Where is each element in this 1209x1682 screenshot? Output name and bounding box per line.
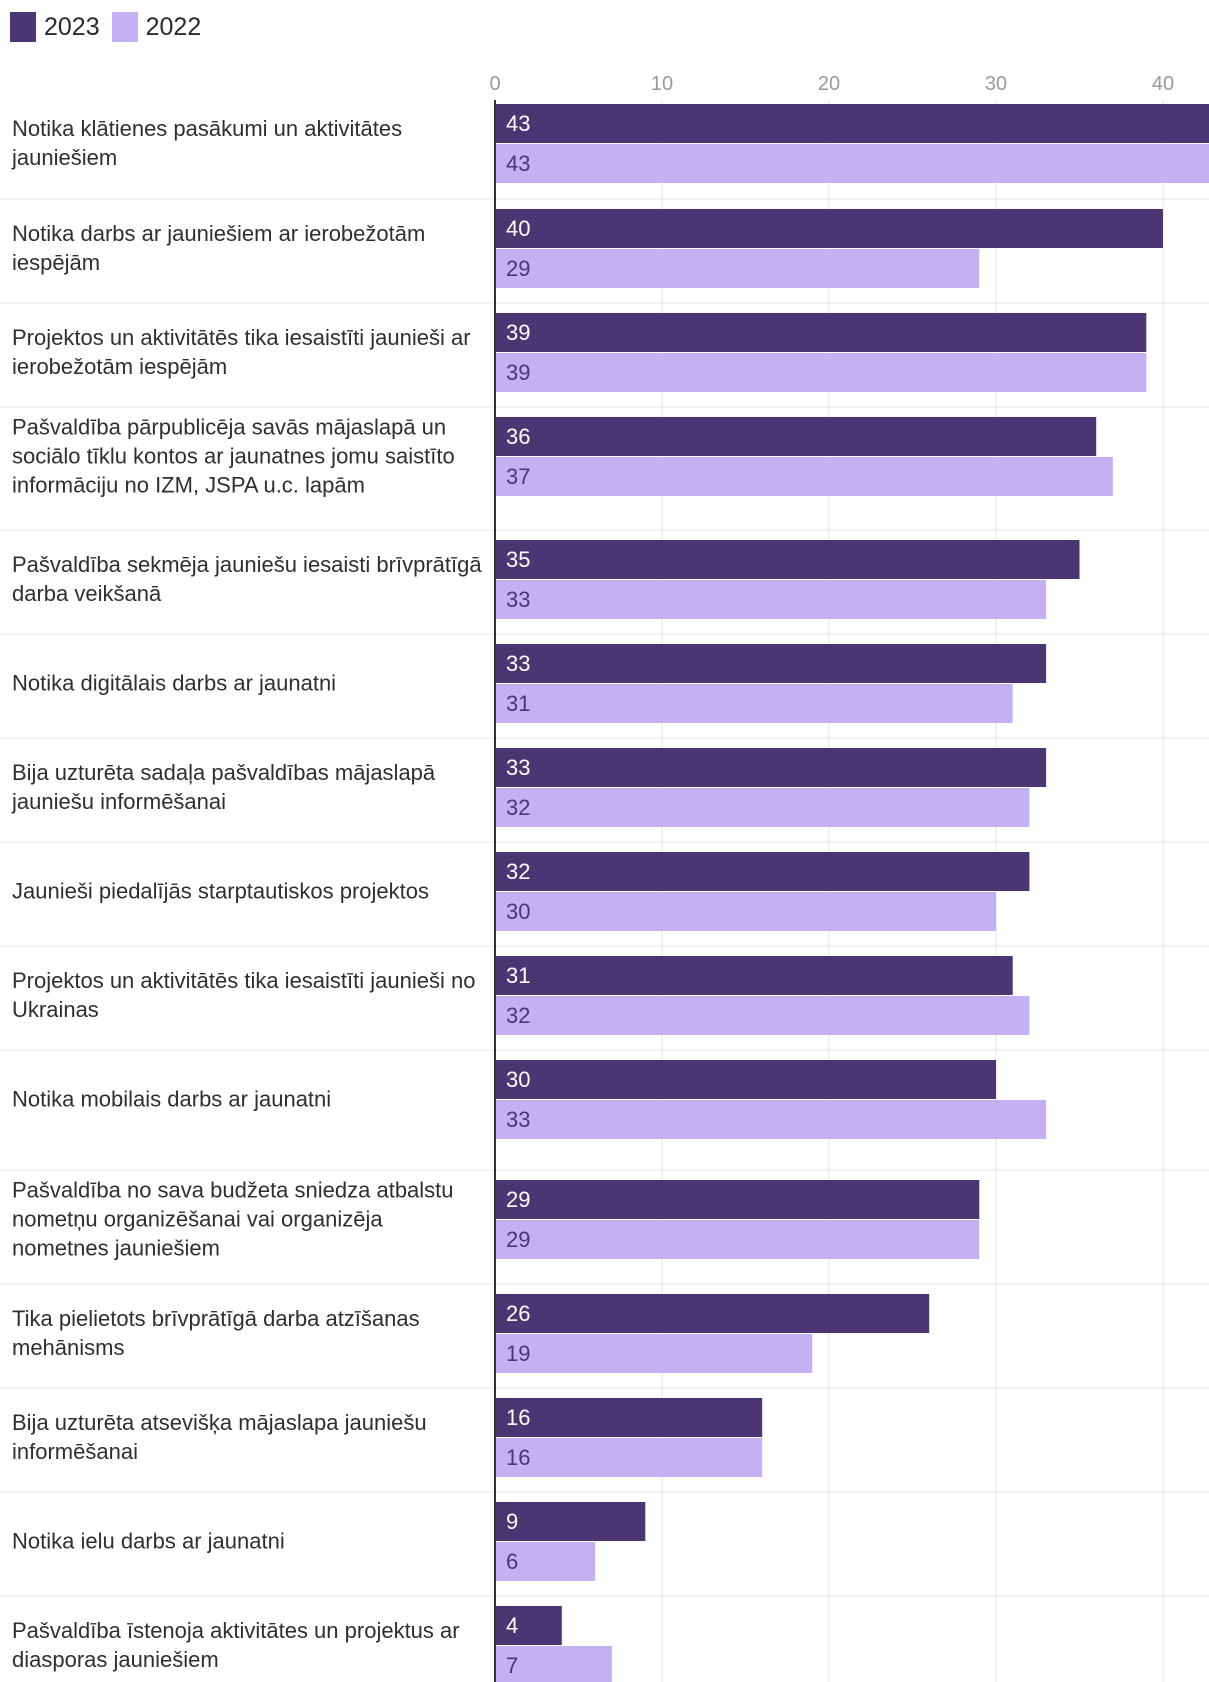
bar-value-2022: 16: [506, 1445, 530, 1470]
bar-2023: [495, 1606, 562, 1645]
bar-value-2022: 33: [506, 1107, 530, 1132]
tick-label-20: 20: [818, 73, 840, 95]
bar-2023: [495, 209, 1163, 248]
bar-value-2023: 16: [506, 1405, 530, 1430]
legend: 2023 2022: [10, 12, 201, 42]
bar-2023: [495, 540, 1080, 579]
bar-value-2022: 6: [506, 1549, 518, 1574]
bar-2022: [495, 892, 996, 931]
bar-2022: [495, 684, 1013, 723]
bar-2023: [495, 852, 1030, 891]
category-label: Jaunieši piedalījās starptautiskos proje…: [12, 878, 429, 903]
bar-value-2023: 40: [506, 216, 530, 241]
bar-value-2023: 30: [506, 1067, 530, 1092]
legend-item-2022[interactable]: 2022: [111, 12, 202, 42]
bar-value-2022: 29: [506, 1227, 530, 1252]
bar-2022: [495, 788, 1030, 827]
bar-value-2022: 19: [506, 1341, 530, 1366]
bar-value-2023: 33: [506, 755, 530, 780]
bar-value-2022: 31: [506, 691, 530, 716]
bar-2022: [495, 1438, 763, 1477]
bar-2023: [495, 417, 1097, 456]
bar-2022: [495, 1542, 596, 1581]
bar-value-2022: 32: [506, 1003, 530, 1028]
bar-2022: [495, 353, 1147, 392]
bar-2022: [495, 1334, 813, 1373]
bar-value-2023: 36: [506, 424, 530, 449]
legend-swatch-2023: [10, 12, 36, 42]
legend-item-2023[interactable]: 2023: [10, 12, 100, 42]
category-label: Projektos un aktivitātēs tika iesaistīti…: [12, 325, 471, 379]
bar-2022: [495, 1220, 980, 1259]
tick-label-0: 0: [489, 73, 500, 95]
bar-2023: [495, 1398, 763, 1437]
bar-2022: [495, 996, 1030, 1035]
category-label: Notika mobilais darbs ar jaunatni: [12, 1086, 331, 1111]
bar-value-2022: 33: [506, 587, 530, 612]
bar-value-2023: 35: [506, 547, 530, 572]
tick-label-40: 40: [1152, 73, 1174, 95]
bar-value-2023: 39: [506, 320, 530, 345]
bar-2022: [495, 144, 1209, 183]
category-label: Notika klātienes pasākumi un aktivitātes…: [11, 116, 402, 170]
bar-2022: [495, 580, 1047, 619]
category-label: Pašvaldība īstenoja aktivitātes un proje…: [12, 1618, 460, 1672]
bar-value-2022: 43: [506, 151, 530, 176]
category-label: Notika darbs ar jauniešiem ar ierobežotā…: [12, 221, 425, 275]
bar-2022: [495, 457, 1113, 496]
bar-2023: [495, 644, 1047, 683]
bar-2023: [495, 1294, 930, 1333]
category-label: Pašvaldība no sava budžeta sniedza atbal…: [12, 1177, 454, 1260]
bar-2022: [495, 249, 980, 288]
category-label: Notika digitālais darbs ar jaunatni: [12, 670, 336, 695]
category-label: Notika ielu darbs ar jaunatni: [12, 1528, 285, 1553]
bar-2023: [495, 1502, 646, 1541]
tick-label-10: 10: [651, 73, 673, 95]
bar-2023: [495, 1060, 996, 1099]
bar-value-2022: 29: [506, 256, 530, 281]
legend-label-2023: 2023: [44, 12, 100, 41]
legend-label-2022: 2022: [145, 12, 202, 41]
bar-2023: [495, 956, 1013, 995]
bar-value-2023: 26: [506, 1301, 530, 1326]
bar-value-2022: 39: [506, 360, 530, 385]
bar-2022: [495, 1100, 1047, 1139]
bar-value-2022: 32: [506, 795, 530, 820]
tick-label-30: 30: [985, 73, 1007, 95]
bar-value-2022: 30: [506, 899, 530, 924]
bar-value-2022: 7: [506, 1653, 518, 1678]
category-label: Bija uzturēta atsevišķa mājaslapa jaunie…: [12, 1410, 427, 1464]
bar-value-2023: 43: [506, 111, 530, 136]
bar-2023: [495, 313, 1147, 352]
bar-value-2023: 31: [506, 963, 530, 988]
bar-2023: [495, 1180, 980, 1219]
bar-value-2023: 32: [506, 859, 530, 884]
category-label: Pašvaldība pārpublicēja savās mājaslapā …: [12, 414, 455, 497]
bar-value-2023: 33: [506, 651, 530, 676]
bar-value-2023: 9: [506, 1509, 518, 1534]
category-label: Projektos un aktivitātēs tika iesaistīti…: [12, 968, 475, 1022]
bar-2022: [495, 1646, 612, 1682]
category-label: Bija uzturēta sadaļa pašvaldības mājasla…: [11, 760, 436, 814]
bar-value-2023: 4: [506, 1613, 518, 1638]
bar-2023: [495, 104, 1209, 143]
category-label: Tika pielietots brīvprātīgā darba atzīša…: [12, 1306, 420, 1360]
bar-value-2022: 37: [506, 464, 530, 489]
category-label: Pašvaldība sekmēja jauniešu iesaisti brī…: [12, 552, 482, 606]
bar-2023: [495, 748, 1047, 787]
bar-value-2023: 29: [506, 1187, 530, 1212]
legend-swatch-2022: [111, 12, 138, 42]
